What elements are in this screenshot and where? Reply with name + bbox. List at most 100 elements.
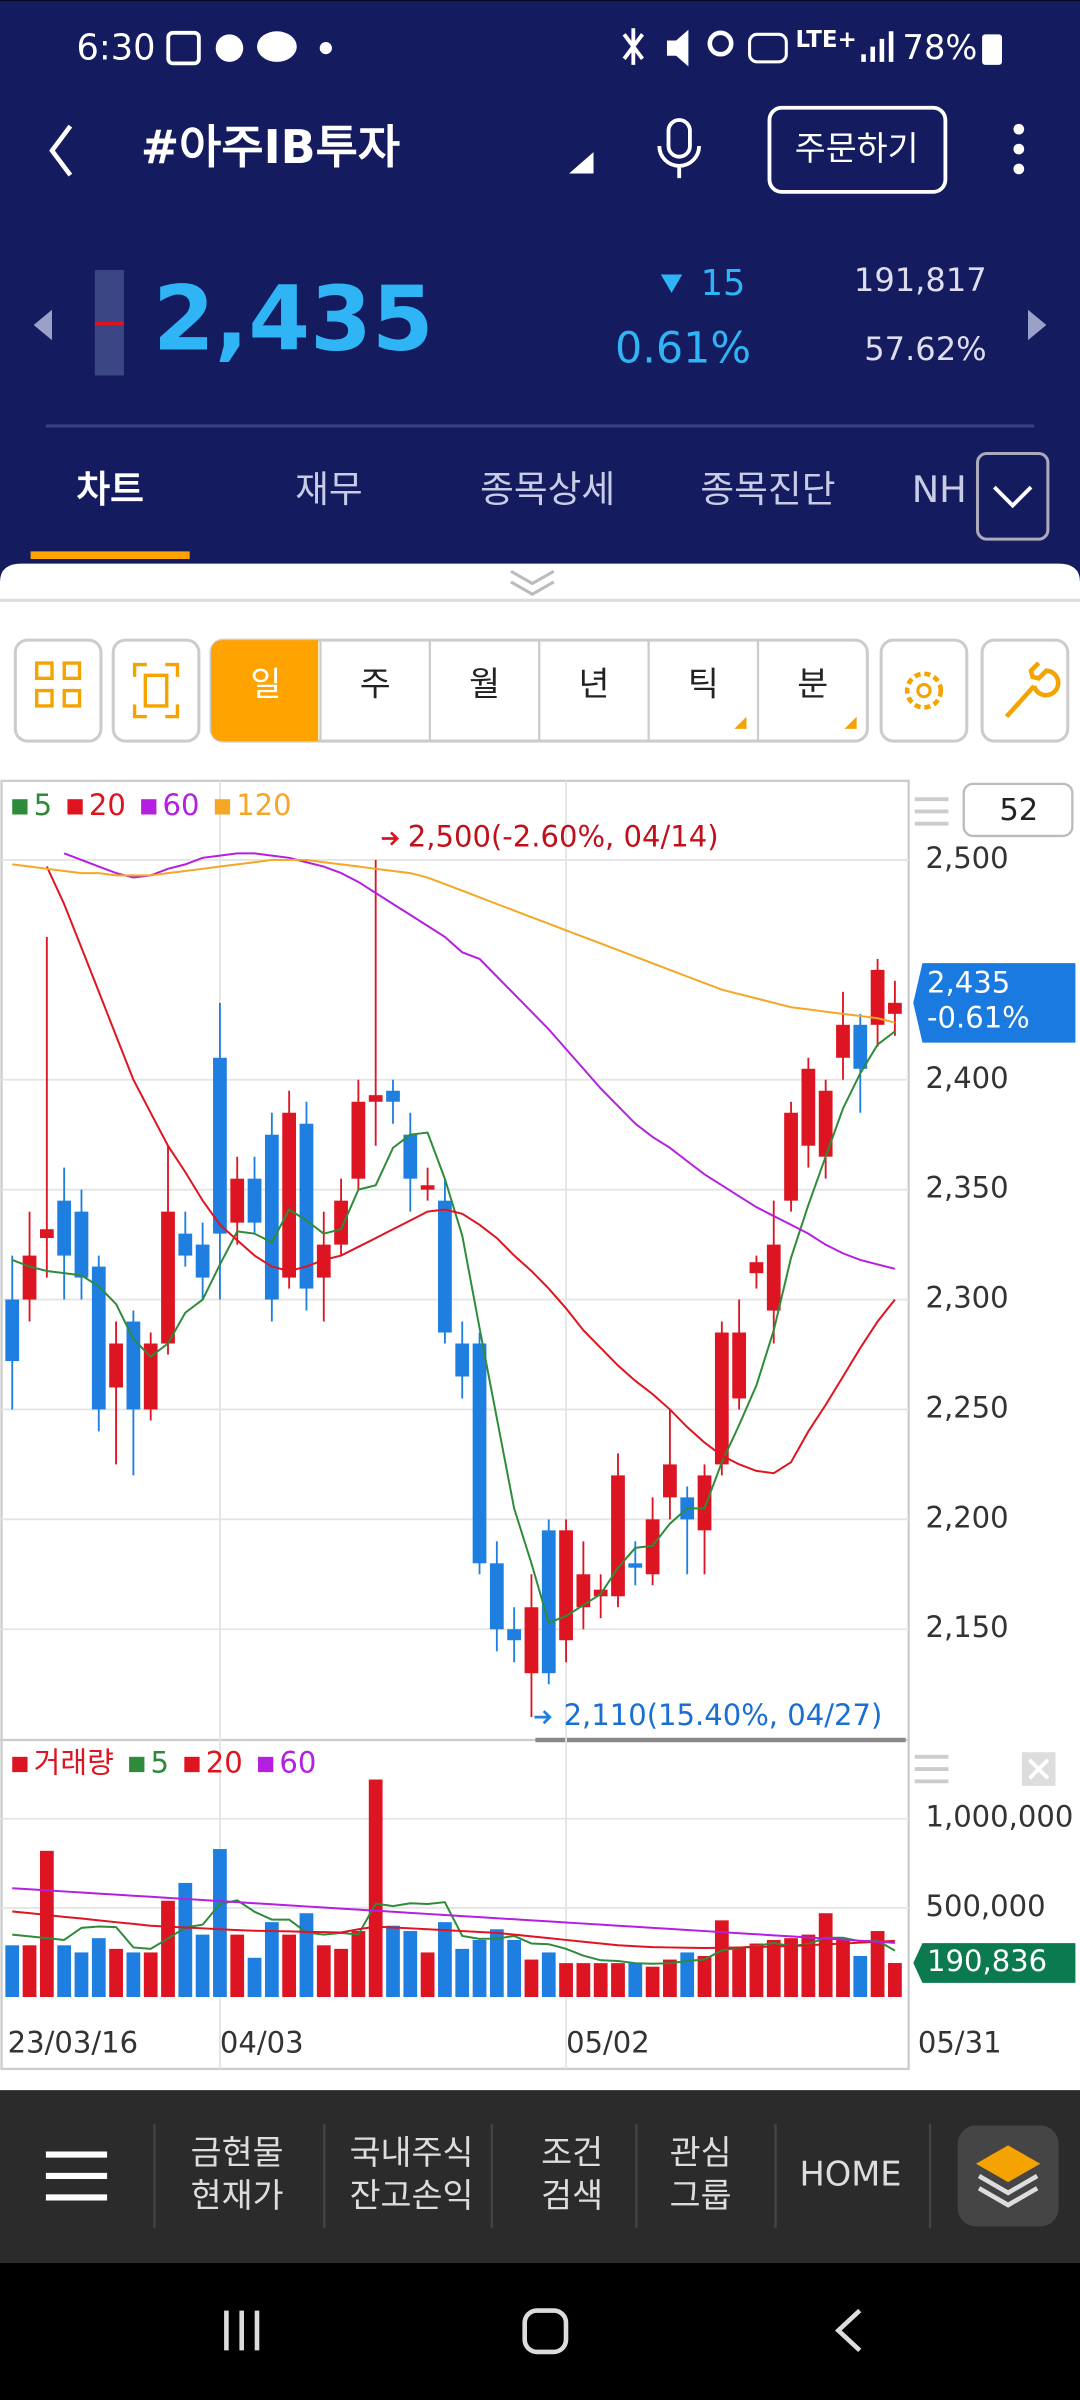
candle-body xyxy=(663,1464,677,1498)
back-button[interactable] xyxy=(49,124,73,177)
tab-bar: 차트 재무 종목상세 종목진단 NH xyxy=(76,468,966,511)
legend-swatch xyxy=(184,1756,200,1773)
candle-body xyxy=(766,1244,781,1311)
nav-item[interactable]: 조건 xyxy=(541,2133,603,2172)
nav-item[interactable]: 금현물 xyxy=(191,2133,284,2172)
tab[interactable]: 차트 xyxy=(76,468,144,511)
period-button[interactable]: 분 xyxy=(797,665,828,704)
ma-line xyxy=(45,866,896,1475)
candle-body xyxy=(732,1332,747,1399)
tab[interactable]: 종목상세 xyxy=(480,468,615,511)
status-dot xyxy=(319,41,332,55)
period-button[interactable]: 주 xyxy=(360,665,391,704)
candle-body xyxy=(888,1002,902,1014)
pane-menu[interactable] xyxy=(914,797,949,1784)
candle-count[interactable]: 52 xyxy=(999,793,1038,828)
y-tick-label: 2,350 xyxy=(925,1171,1008,1205)
volume-label-box xyxy=(913,1943,1076,1983)
legend-swatch xyxy=(129,1756,145,1773)
volume-bar xyxy=(714,1920,729,1997)
volume: 191,817 xyxy=(854,261,987,299)
volume-bar xyxy=(732,1947,747,1997)
panel-handle[interactable] xyxy=(510,569,555,596)
volume-bar xyxy=(334,1948,348,1997)
volume-bar xyxy=(628,1963,643,1997)
volume-bar xyxy=(143,1952,158,1997)
candle-body xyxy=(870,969,885,1025)
candle-body xyxy=(39,1229,54,1239)
candle-body xyxy=(524,1607,539,1674)
period-button[interactable]: 틱 xyxy=(688,665,719,704)
system-nav xyxy=(0,2263,1080,2400)
stock-title[interactable]: #아주IB투자 xyxy=(141,120,400,174)
candle-body xyxy=(22,1255,37,1300)
price-label-box xyxy=(913,963,1076,1043)
volume-bar xyxy=(801,1934,816,1997)
tab[interactable]: NH xyxy=(912,468,967,511)
volume-bar xyxy=(749,1943,764,1997)
candle-body xyxy=(299,1123,314,1289)
recent-apps[interactable] xyxy=(224,2310,260,2351)
price-change: 15 xyxy=(701,263,746,304)
order-button[interactable] xyxy=(767,105,948,194)
signal-icon xyxy=(861,31,894,62)
nav-item[interactable]: 잔고손익 xyxy=(350,2176,474,2215)
candle-body xyxy=(316,1244,331,1278)
legend-swatch xyxy=(214,799,231,815)
menu-dot[interactable] xyxy=(1013,143,1025,155)
candle-body xyxy=(611,1475,625,1597)
home-button[interactable] xyxy=(522,2308,569,2355)
nav-item[interactable]: 관심 xyxy=(670,2133,732,2172)
settings-button[interactable] xyxy=(879,638,969,743)
mic-button[interactable] xyxy=(666,118,692,159)
candle-body xyxy=(749,1262,764,1274)
candle-body xyxy=(91,1266,106,1410)
volume-bar xyxy=(576,1963,591,1997)
volume-bar xyxy=(645,1966,660,1997)
volume-bar xyxy=(680,1952,695,1997)
legend-label: 20 xyxy=(89,788,126,822)
candle-body xyxy=(801,1068,816,1146)
tools-button[interactable] xyxy=(980,638,1070,743)
menu-dot[interactable] xyxy=(1013,123,1025,135)
nav-item[interactable]: 현재가 xyxy=(191,2176,284,2215)
legend-swatch xyxy=(12,799,28,815)
x-tick-label: 23/03/16 xyxy=(8,2025,138,2059)
layout-button[interactable] xyxy=(13,638,103,743)
nav-item[interactable]: 국내주식 xyxy=(350,2133,474,2172)
prev-stock[interactable] xyxy=(33,309,53,341)
nav-item[interactable]: 검색 xyxy=(541,2176,603,2215)
period-button[interactable]: 월 xyxy=(469,665,500,704)
nav-item[interactable]: HOME xyxy=(800,2154,902,2193)
legend-swatch xyxy=(12,1756,28,1773)
change-rate: 0.61% xyxy=(615,323,751,373)
y-tick-label: 500,000 xyxy=(925,1889,1045,1923)
tab-expand[interactable] xyxy=(975,451,1050,541)
legend-swatch xyxy=(141,799,157,815)
volume-bar xyxy=(5,1945,20,1997)
candle-body xyxy=(195,1244,210,1278)
change-label: -0.61% xyxy=(927,1001,1030,1035)
period-button[interactable]: 일 xyxy=(250,665,281,704)
down-arrow xyxy=(660,274,683,293)
volume-bar xyxy=(351,1931,366,1997)
menu-button[interactable] xyxy=(45,2151,108,2201)
tab[interactable]: 종목진단 xyxy=(700,468,835,511)
volume-bar xyxy=(316,1945,331,1997)
back-nav[interactable] xyxy=(834,2308,862,2353)
next-stock[interactable] xyxy=(1027,309,1047,341)
count-box[interactable] xyxy=(962,782,1074,838)
fullscreen-button[interactable] xyxy=(111,638,201,743)
order-button-label[interactable]: 주문하기 xyxy=(795,129,919,168)
volume-bar xyxy=(282,1934,297,1997)
tab[interactable]: 재무 xyxy=(295,468,363,511)
layers-icon xyxy=(977,2173,1039,2208)
period-button[interactable]: 년 xyxy=(578,665,609,704)
nav-item[interactable]: 그룹 xyxy=(670,2176,732,2215)
menu-dot[interactable] xyxy=(1013,163,1025,175)
candle-body xyxy=(351,1101,366,1179)
legend-label: 120 xyxy=(236,788,291,822)
legend-label: 20 xyxy=(206,1745,243,1779)
